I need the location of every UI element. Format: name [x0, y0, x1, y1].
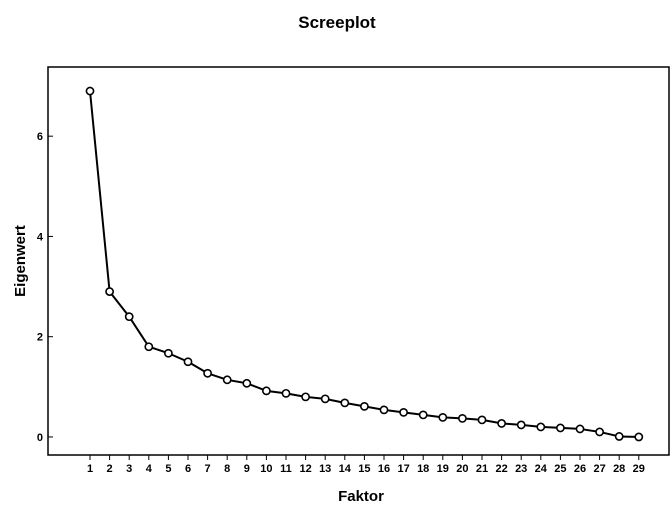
x-tick-label-21: 22	[495, 463, 507, 475]
data-point-11	[281, 388, 291, 398]
x-axis: 1 2 3 4 5 6 7 8 9 10 11 12 13 14 15 16 17 18 19 20 21 22 23 24 2…	[87, 455, 645, 475]
x-tick-label-9: 10	[260, 463, 272, 475]
x-tick-label-26: 27	[593, 463, 605, 475]
x-tick-label-10: 11	[280, 463, 292, 475]
plot-frame	[47, 66, 670, 456]
data-point-16	[379, 405, 389, 415]
data-point-10	[261, 386, 271, 396]
eigenvalue-line	[89, 90, 640, 438]
data-point-29	[634, 432, 644, 442]
x-tick-label-28: 29	[633, 463, 645, 475]
data-point-5	[163, 348, 173, 358]
x-tick-label-15: 16	[378, 463, 390, 475]
data-point-6	[183, 357, 193, 367]
y-axis-title: Eigenwert	[12, 225, 29, 297]
data-point-20	[457, 414, 467, 423]
data-point-4	[144, 342, 154, 352]
x-tick-label-17: 18	[417, 463, 429, 475]
data-point-18	[418, 410, 428, 420]
x-tick-label-5: 6	[185, 463, 191, 475]
x-tick-label-16: 17	[397, 463, 409, 475]
data-point-8	[222, 375, 232, 385]
x-tick-label-22: 23	[515, 463, 527, 475]
x-tick-label-23: 24	[535, 463, 548, 475]
data-point-15	[359, 401, 369, 411]
y-tick-label-0: 0	[37, 432, 43, 444]
data-point-21	[477, 415, 487, 425]
data-point-19	[438, 413, 448, 422]
x-tick-label-6: 7	[205, 463, 211, 475]
x-tick-label-12: 13	[319, 463, 331, 475]
data-point-24	[536, 422, 546, 432]
x-axis-title: Faktor	[338, 488, 384, 505]
y-tick-label-2: 4	[37, 231, 44, 243]
x-tick-label-2: 3	[126, 463, 132, 475]
data-point-7	[203, 368, 212, 378]
data-point-1	[85, 86, 95, 96]
data-point-23	[516, 420, 526, 430]
data-point-26	[575, 424, 585, 434]
x-tick-label-7: 8	[224, 463, 230, 475]
x-tick-label-8: 9	[244, 463, 250, 475]
data-point-28	[614, 432, 624, 441]
x-tick-label-25: 26	[574, 463, 586, 475]
data-point-14	[340, 398, 350, 408]
x-tick-label-0: 1	[87, 463, 93, 475]
y-tick-label-1: 2	[37, 332, 43, 344]
x-tick-label-24: 25	[554, 463, 566, 475]
data-point-9	[242, 378, 252, 388]
x-tick-label-14: 15	[358, 463, 370, 475]
y-tick-label-3: 6	[37, 131, 43, 143]
data-point-2	[105, 287, 114, 296]
chart-title: Screeplot	[298, 13, 376, 32]
data-point-17	[399, 407, 408, 417]
x-tick-label-20: 21	[476, 463, 488, 475]
x-tick-label-19: 20	[456, 463, 468, 475]
x-tick-label-13: 14	[339, 463, 352, 475]
y-axis: 0 2 4 6	[37, 131, 53, 444]
data-point-3	[124, 312, 134, 322]
x-tick-label-4: 5	[165, 463, 171, 475]
data-point-27	[595, 427, 604, 437]
x-tick-label-27: 28	[613, 463, 625, 475]
data-point-12	[301, 392, 310, 402]
x-tick-label-18: 19	[437, 463, 449, 475]
data-point-22	[497, 419, 506, 428]
data-point-25	[556, 423, 565, 433]
x-tick-label-11: 12	[299, 463, 311, 475]
x-tick-label-1: 2	[107, 463, 113, 475]
data-point-13	[320, 394, 330, 404]
eigenvalue-series	[85, 86, 644, 442]
x-tick-label-3: 4	[146, 463, 153, 475]
